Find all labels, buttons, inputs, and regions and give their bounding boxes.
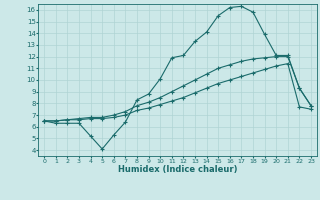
X-axis label: Humidex (Indice chaleur): Humidex (Indice chaleur): [118, 165, 237, 174]
